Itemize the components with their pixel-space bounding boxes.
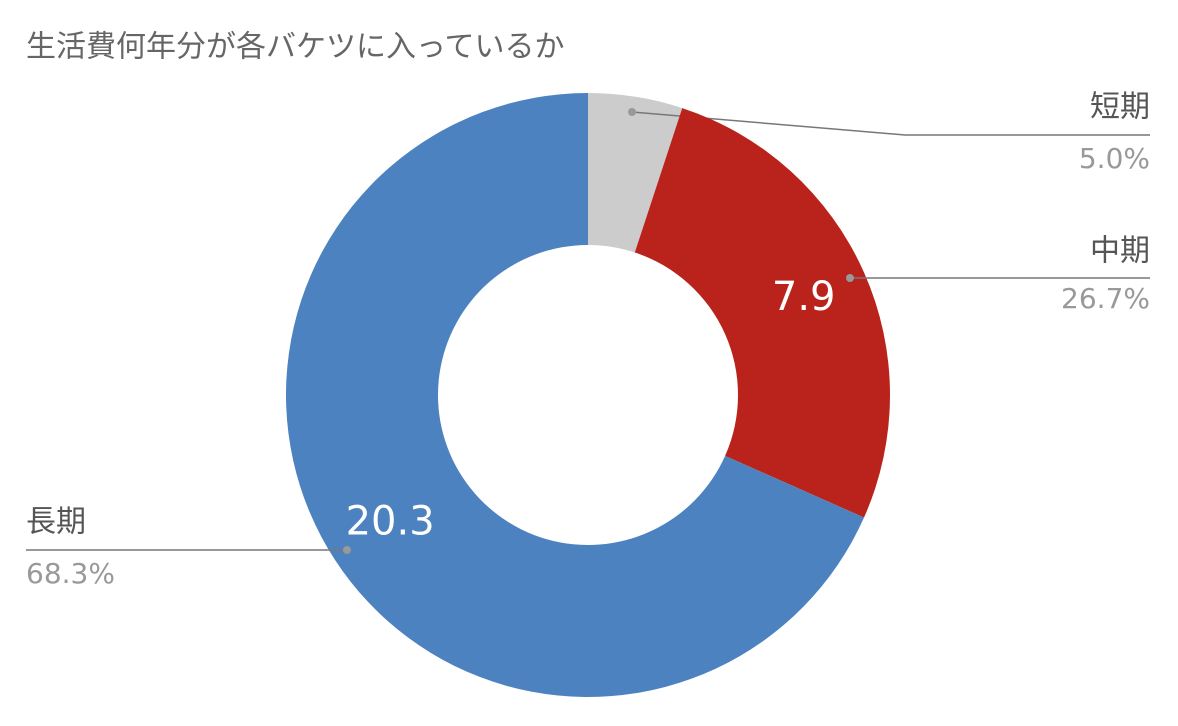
slice: [588, 93, 683, 253]
slice: [634, 108, 890, 518]
leader-line: [631, 111, 1150, 136]
leader-dot: [628, 108, 636, 116]
leader-dot: [846, 274, 854, 282]
value-label: 7.9: [772, 274, 836, 320]
slice-name: 長期: [26, 505, 86, 540]
percent-label: 68.3%: [26, 557, 115, 590]
slice-name: 中期: [1090, 234, 1150, 269]
chart-title: 生活費何年分が各バケツに入っているか: [26, 30, 565, 65]
percent-label: 26.7%: [1061, 282, 1150, 315]
percent-label: 5.0%: [1079, 142, 1150, 175]
slice-name: 短期: [1090, 90, 1150, 125]
value-label: 20.3: [346, 499, 435, 545]
slice: [285, 93, 865, 697]
leader-dot: [343, 546, 351, 554]
